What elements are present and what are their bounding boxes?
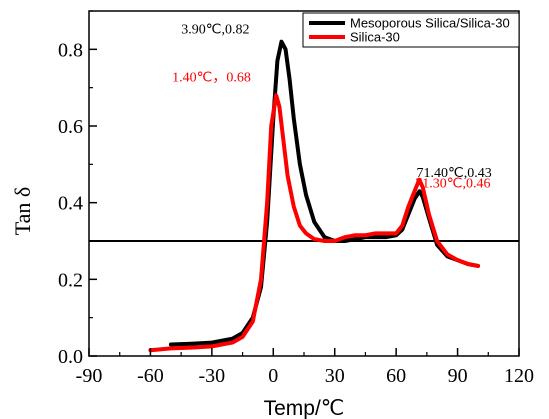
legend-label: Silica-30 [350,30,400,45]
y-tick-label: 0.0 [58,346,83,368]
annotation-label: 71.30℃,0.46 [415,177,490,192]
series-line-silica-30 [148,93,481,353]
legend-box [302,12,520,48]
annotation-label: 3.90℃,0.82 [181,23,249,38]
axes: -90 -60 -30 0 30 60 90 120 0.0 0.2 0.4 0.6 0.8 [58,10,534,387]
x-tick-label: 90 [448,365,468,387]
x-tick-label: -90 [76,365,103,387]
annotation-label: 71.40℃,0.43 [416,166,491,181]
x-tick-label: 30 [325,365,345,387]
x-tick-label: 120 [504,365,534,387]
legend-label: Mesoporous Silica/Silica-30 [350,16,510,31]
y-axis-title: Tan δ [10,187,35,236]
annotations: 3.90℃,0.82 1.40℃，0.68 71.40℃,0.4371.30℃,0.… [172,23,492,192]
y-tick-label: 0.8 [58,39,83,61]
x-tick-label: -60 [137,365,164,387]
x-tick-label: -30 [199,365,226,387]
x-tick-label: 0 [268,365,278,387]
y-tick-label: 0.6 [58,116,83,138]
x-tick-label: 60 [386,365,406,387]
series-line-mesoporous-silica-silica-30 [168,39,481,347]
annotation-label: 1.40℃，0.68 [172,70,251,85]
y-tick-label: 0.4 [58,193,83,215]
x-axis-title: Temp/℃ [264,397,345,419]
y-tick-label: 0.2 [58,269,83,291]
plot-area [89,39,519,353]
